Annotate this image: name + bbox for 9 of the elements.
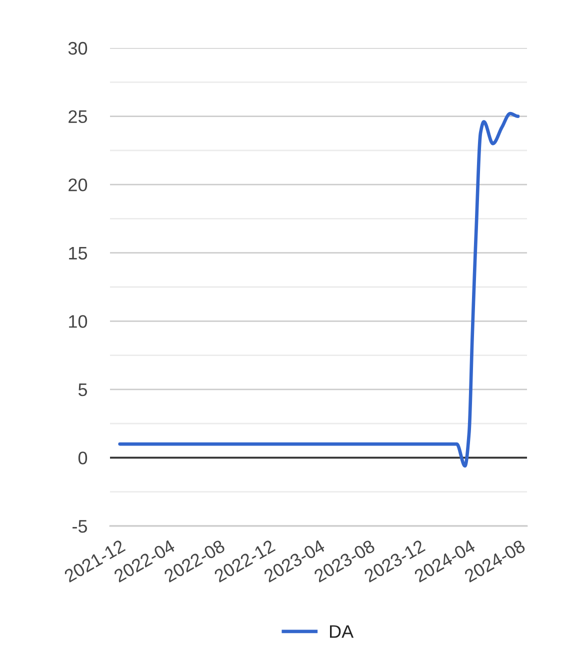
y-tick-label: 20 xyxy=(68,178,88,192)
y-tick-label: 5 xyxy=(78,384,88,396)
y-tick-label: 10 xyxy=(69,315,88,328)
y-tick-label: -5 xyxy=(72,520,88,533)
y-tick-label: 0 xyxy=(78,452,88,464)
y-tick-label: 15 xyxy=(69,246,88,260)
legend-label: DA xyxy=(330,625,354,638)
y-tick-label: 25 xyxy=(68,110,88,124)
y-tick-label: 30 xyxy=(68,42,88,55)
